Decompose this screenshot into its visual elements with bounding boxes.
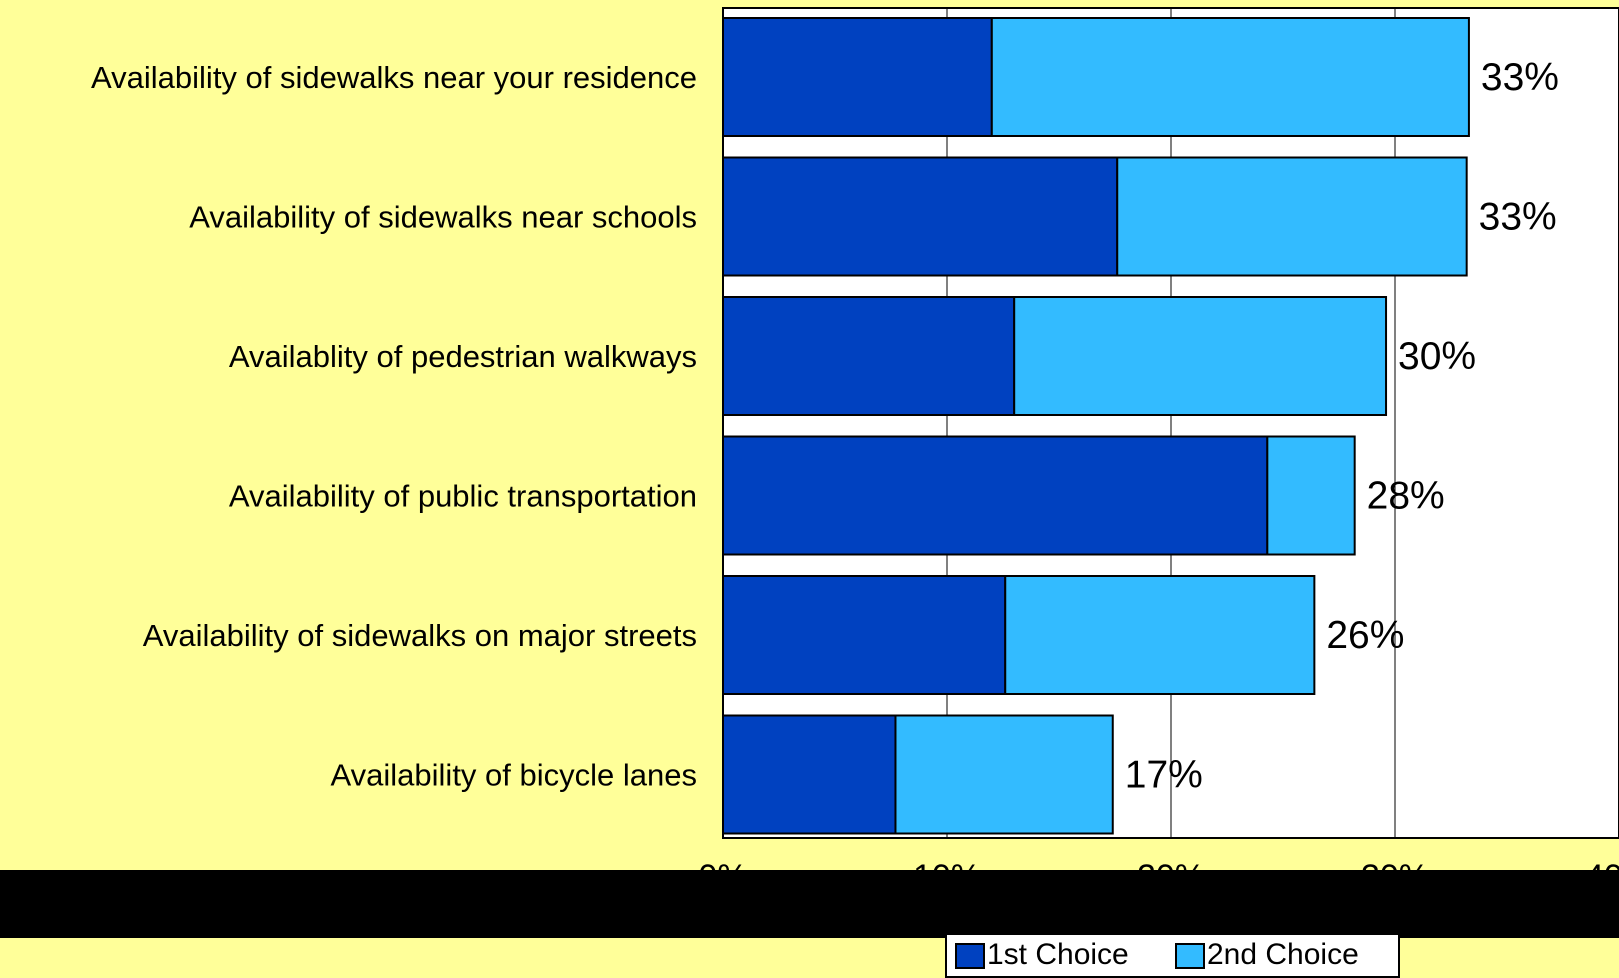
category-label: Availability of sidewalks on major stree… — [143, 618, 697, 653]
total-value-label: 17% — [1125, 754, 1203, 797]
bar-first-choice — [722, 435, 1269, 556]
bar-first-choice — [722, 156, 1119, 277]
gridlines — [946, 8, 1396, 838]
bar-second-choice — [1266, 435, 1356, 556]
bar-first-choice — [722, 17, 993, 137]
category-labels: Availability of sidewalks near your resi… — [91, 60, 697, 793]
bar-second-choice — [1116, 156, 1468, 277]
legend: 1st Choice 2nd Choice — [945, 933, 1400, 978]
total-value-label: 30% — [1398, 335, 1476, 378]
legend-item-second-choice: 2nd Choice — [1175, 935, 1359, 975]
legend-label-first-choice: 1st Choice — [987, 938, 1129, 971]
bars — [722, 17, 1470, 835]
bar-first-choice — [722, 575, 1007, 695]
category-label: Availability of bicycle lanes — [331, 758, 697, 793]
bar-second-choice — [894, 714, 1114, 835]
bar-second-choice — [1013, 296, 1388, 416]
legend-swatch-second-choice — [1175, 943, 1205, 970]
category-label: Availability of sidewalks near schools — [189, 200, 697, 235]
bar-first-choice — [722, 296, 1016, 416]
legend-swatch-first-choice — [955, 943, 985, 970]
total-value-label: 33% — [1479, 196, 1557, 239]
legend-label-second-choice: 2nd Choice — [1207, 938, 1359, 971]
legend-item-first-choice: 1st Choice — [955, 935, 1129, 975]
total-value-label: 28% — [1367, 475, 1445, 518]
category-label: Availability of public transportation — [229, 479, 697, 514]
total-value-label: 33% — [1481, 56, 1559, 99]
total-value-label: 26% — [1326, 614, 1404, 657]
bar-second-choice — [1004, 575, 1316, 695]
category-label: Availablity of pedestrian walkways — [229, 339, 697, 374]
bar-first-choice — [722, 714, 897, 835]
black-band — [0, 870, 1619, 938]
category-label: Availability of sidewalks near your resi… — [91, 60, 697, 95]
total-labels: 33% 33% 30% 28% 26% 17% — [1125, 56, 1559, 797]
bar-second-choice — [990, 17, 1470, 137]
